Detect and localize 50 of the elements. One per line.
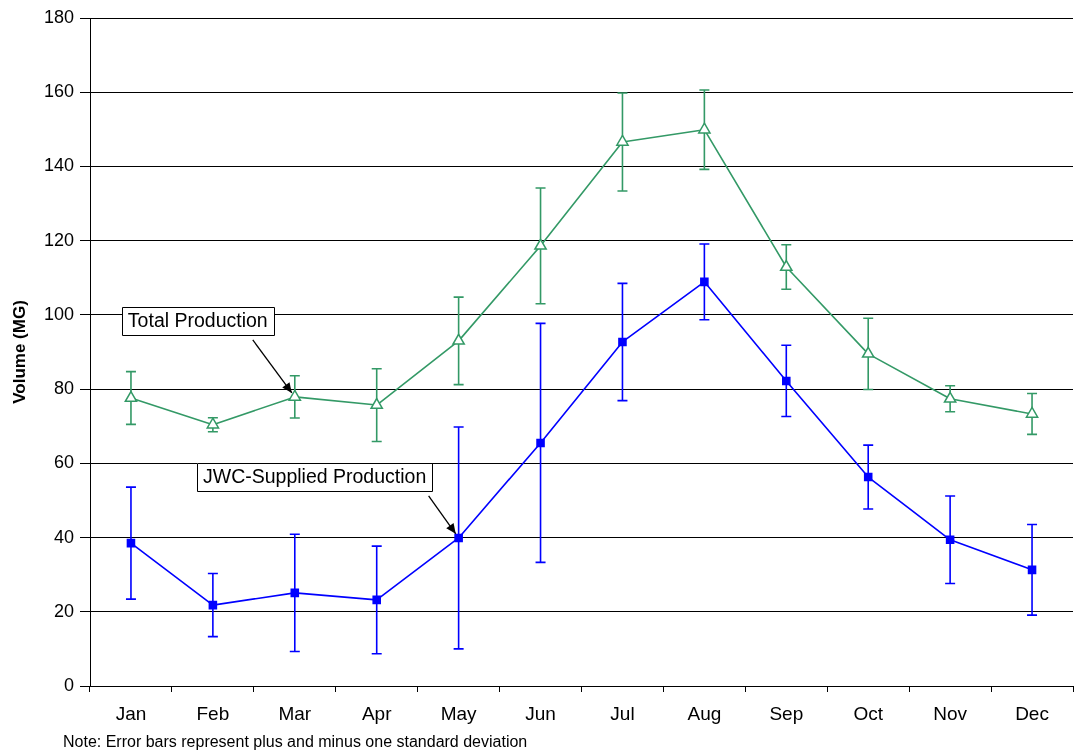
text: Total Production xyxy=(127,309,268,332)
x-tick-label: Nov xyxy=(933,702,968,724)
y-tick-label: 180 xyxy=(43,6,74,27)
x-tick-label: Sep xyxy=(769,702,804,724)
y-tick-label: 60 xyxy=(53,452,74,473)
x-tick-label: Apr xyxy=(361,702,393,724)
point xyxy=(126,538,136,548)
point xyxy=(700,277,709,287)
point xyxy=(372,595,381,605)
point xyxy=(1025,406,1039,418)
point xyxy=(288,389,302,401)
point xyxy=(618,337,627,347)
point xyxy=(290,588,300,598)
y-tick-label: 140 xyxy=(43,155,74,176)
point xyxy=(861,346,875,358)
point xyxy=(698,122,711,134)
x-tick-label: Jun xyxy=(525,702,556,724)
point xyxy=(779,259,793,272)
x-tick-label: Feb xyxy=(196,702,230,724)
y-tick-label: 100 xyxy=(43,303,74,324)
text: Note: Error bars represent plus and minus one standard deviation xyxy=(63,733,528,751)
point xyxy=(124,390,138,403)
y-tick-label: 0 xyxy=(63,674,74,695)
point xyxy=(206,417,220,429)
text: JWC-Supplied Production xyxy=(202,465,427,488)
point xyxy=(943,391,957,403)
point xyxy=(370,397,384,410)
x-tick-label: Jul xyxy=(610,702,635,724)
point xyxy=(208,600,218,610)
x-tick-label: May xyxy=(440,702,478,724)
y-tick-label: 80 xyxy=(53,378,74,399)
x-tick-label: Mar xyxy=(278,702,312,724)
point xyxy=(1027,565,1037,575)
y-tick-label: 20 xyxy=(53,600,74,621)
y-tick-label: 40 xyxy=(53,526,74,547)
point xyxy=(782,376,791,386)
x-tick-label: Aug xyxy=(687,702,722,724)
x-tick-label: Jan xyxy=(115,702,147,724)
y-axis-title: Volume (MG) xyxy=(9,300,29,404)
y-tick-label: 160 xyxy=(43,81,74,102)
point xyxy=(616,134,629,146)
point xyxy=(863,472,873,482)
point xyxy=(452,333,465,345)
point xyxy=(536,438,545,448)
y-tick-label: 120 xyxy=(43,229,74,250)
point xyxy=(454,533,463,543)
x-tick-label: Dec xyxy=(1015,702,1049,724)
point xyxy=(534,238,547,250)
point xyxy=(945,535,955,545)
x-tick-label: Oct xyxy=(853,702,884,724)
